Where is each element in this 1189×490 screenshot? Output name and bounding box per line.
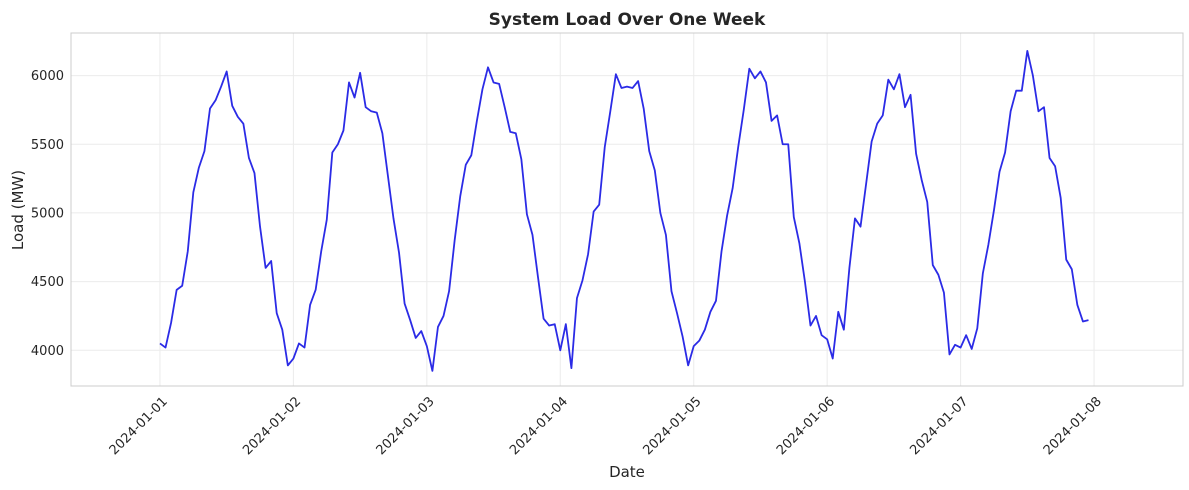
y-tick-label: 5000	[31, 206, 64, 221]
x-tick-label: 2024-01-03	[374, 394, 438, 458]
y-tick-label: 6000	[31, 69, 64, 84]
series-line-0	[159, 49, 1089, 372]
x-axis-ticks: 2024-01-01 2024-01-02 2024-01-03 2024-01-04…	[107, 394, 1105, 458]
chart-title: System Load Over One Week	[489, 10, 766, 30]
x-tick-label: 2024-01-07	[907, 394, 971, 458]
y-axis-label: Load (MW)	[9, 170, 27, 250]
y-tick-label: 4500	[31, 275, 64, 290]
y-axis-ticks: 4000 4500 5000 5500 6000	[31, 69, 64, 359]
x-axis-label: Date	[609, 463, 645, 481]
x-tick-label: 2024-01-04	[507, 394, 571, 458]
plot-frame	[70, 32, 1184, 387]
x-tick-label: 2024-01-05	[641, 394, 705, 458]
x-tick-label: 2024-01-01	[107, 394, 171, 458]
series-layer	[159, 49, 1089, 372]
x-tick-label: 2024-01-02	[240, 394, 304, 458]
grid	[71, 33, 1183, 386]
x-tick-label: 2024-01-06	[774, 394, 838, 458]
y-tick-label: 4000	[31, 344, 64, 359]
x-tick-label: 2024-01-08	[1041, 394, 1105, 458]
y-tick-label: 5500	[31, 138, 64, 153]
